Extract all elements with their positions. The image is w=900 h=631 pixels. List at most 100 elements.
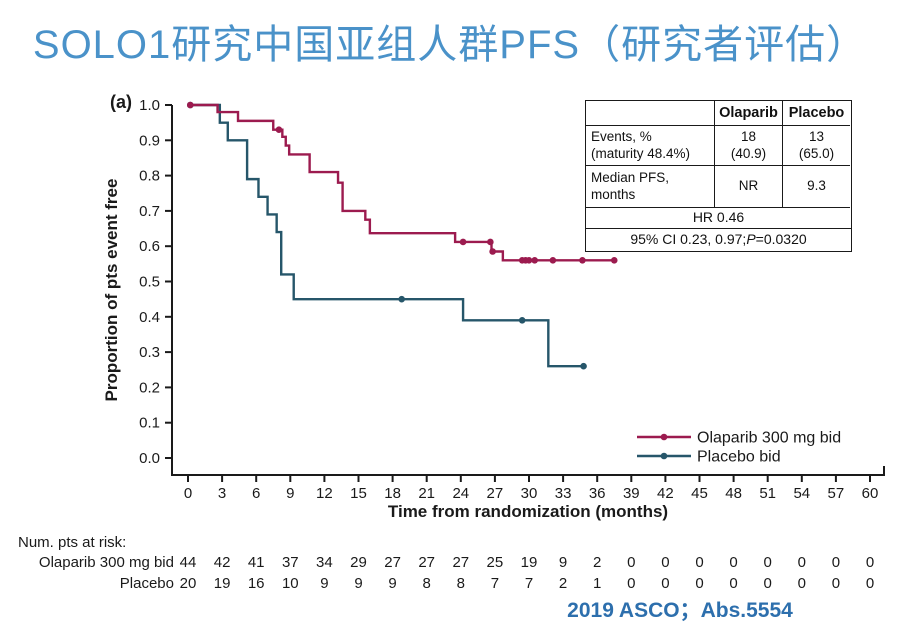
stats-hr-row: HR 0.46 bbox=[586, 208, 851, 229]
y-tick-label: 0.7 bbox=[139, 203, 160, 220]
y-tick-label: 0.4 bbox=[139, 309, 160, 326]
at-risk-value: 9 bbox=[320, 575, 328, 592]
at-risk-value: 0 bbox=[627, 554, 635, 571]
censor-mark bbox=[398, 295, 405, 303]
x-tick-label: 54 bbox=[793, 485, 810, 502]
stats-row-median-label: Median PFS, months bbox=[586, 166, 714, 208]
slide-title: SOLO1研究中国亚组人群PFS（研究者评估） bbox=[32, 23, 868, 67]
at-risk-value: 0 bbox=[695, 554, 703, 571]
stats-events-placebo: 13 (65.0) bbox=[782, 126, 850, 166]
censor-mark bbox=[525, 257, 533, 264]
at-risk-value: 0 bbox=[764, 575, 772, 592]
at-risk-value: 19 bbox=[521, 554, 538, 571]
x-tick-label: 45 bbox=[691, 485, 708, 502]
y-tick-label: 0.0 bbox=[139, 450, 160, 467]
stats-col-olaparib: Olaparib bbox=[714, 101, 782, 126]
x-tick-label: 24 bbox=[452, 485, 469, 502]
censor-mark bbox=[489, 248, 496, 255]
events-label-line2: (maturity 48.4%) bbox=[591, 145, 691, 161]
at-risk-value: 0 bbox=[798, 575, 806, 592]
x-tick-label: 18 bbox=[384, 485, 401, 502]
stats-ci-row: 95% CI 0.23, 0.97; P =0.0320 bbox=[586, 229, 851, 251]
y-tick-label: 0.8 bbox=[139, 168, 160, 185]
at-risk-value: 0 bbox=[729, 575, 737, 592]
at-risk-row-label: Placebo bbox=[120, 575, 174, 592]
at-risk-value: 25 bbox=[487, 554, 504, 571]
x-tick-label: 12 bbox=[316, 485, 333, 502]
at-risk-value: 0 bbox=[866, 575, 874, 592]
at-risk-value: 0 bbox=[661, 575, 669, 592]
legend-dot bbox=[660, 452, 668, 460]
x-tick-label: 30 bbox=[521, 485, 538, 502]
at-risk-value: 0 bbox=[695, 575, 703, 592]
censor-mark bbox=[518, 317, 526, 324]
at-risk-value: 1 bbox=[593, 575, 601, 592]
at-risk-value: 0 bbox=[832, 575, 840, 592]
y-tick-label: 0.1 bbox=[139, 415, 160, 432]
censor-mark bbox=[186, 101, 194, 109]
at-risk-value: 41 bbox=[248, 554, 265, 571]
ci-value: =0.0320 bbox=[755, 231, 807, 248]
x-tick-label: 51 bbox=[759, 485, 776, 502]
at-risk-value: 0 bbox=[832, 554, 840, 571]
y-tick-label: 0.5 bbox=[139, 274, 160, 291]
y-axis-label: Proportion of pts event free bbox=[102, 179, 121, 402]
x-tick-label: 27 bbox=[487, 485, 504, 502]
x-tick-label: 9 bbox=[286, 485, 294, 502]
events-label-line1: Events, % bbox=[591, 128, 652, 144]
at-risk-value: 10 bbox=[282, 575, 299, 592]
censor-mark bbox=[531, 257, 538, 264]
at-risk-value: 0 bbox=[764, 554, 772, 571]
at-risk-value: 0 bbox=[661, 554, 669, 571]
legend-item-label: Olaparib 300 mg bid bbox=[697, 430, 841, 447]
x-tick-label: 36 bbox=[589, 485, 606, 502]
axis-frame bbox=[171, 105, 885, 476]
censor-mark bbox=[610, 257, 618, 264]
censor-mark bbox=[580, 362, 587, 370]
at-risk-value: 0 bbox=[866, 554, 874, 571]
at-risk-value: 7 bbox=[491, 575, 499, 592]
x-tick-label: 33 bbox=[555, 485, 572, 502]
at-risk-value: 27 bbox=[452, 554, 469, 571]
ci-p-symbol: P bbox=[746, 231, 756, 248]
at-risk-value: 29 bbox=[350, 554, 367, 571]
y-tick-label: 0.2 bbox=[139, 379, 160, 396]
censor-mark bbox=[487, 238, 494, 246]
km-curve-olaparib-300-mg-bid bbox=[188, 103, 615, 262]
stats-table: Olaparib Placebo Events, % (maturity 48.… bbox=[585, 100, 852, 252]
x-axis-label: Time from randomization (months) bbox=[388, 502, 668, 521]
x-tick-label: 48 bbox=[725, 485, 742, 502]
at-risk-value: 0 bbox=[729, 554, 737, 571]
at-risk-value: 2 bbox=[559, 575, 567, 592]
y-tick-label: 0.6 bbox=[139, 238, 160, 255]
stats-table-grid: Olaparib Placebo Events, % (maturity 48.… bbox=[586, 101, 851, 208]
x-tick-label: 60 bbox=[862, 485, 879, 502]
panel-label: (a) bbox=[110, 92, 132, 112]
at-risk-value: 2 bbox=[593, 554, 601, 571]
x-tick-label: 21 bbox=[418, 485, 435, 502]
y-tick-label: 1.0 bbox=[139, 97, 160, 114]
at-risk-value: 34 bbox=[316, 554, 333, 571]
at-risk-value: 0 bbox=[627, 575, 635, 592]
km-curve-placebo-bid bbox=[188, 103, 584, 368]
x-tick-label: 39 bbox=[623, 485, 640, 502]
y-tick-label: 0.3 bbox=[139, 344, 160, 361]
x-tick-label: 0 bbox=[184, 485, 192, 502]
legend-item-label: Placebo bid bbox=[697, 449, 781, 466]
x-tick-label: 57 bbox=[828, 485, 845, 502]
stats-col-placebo: Placebo bbox=[782, 101, 850, 126]
at-risk-value: 8 bbox=[423, 575, 431, 592]
legend-dot bbox=[660, 433, 668, 441]
stats-median-placebo: 9.3 bbox=[782, 166, 850, 208]
censor-mark bbox=[275, 126, 283, 134]
at-risk-value: 9 bbox=[388, 575, 396, 592]
at-risk-value: 9 bbox=[559, 554, 567, 571]
stats-row-events-label: Events, % (maturity 48.4%) bbox=[586, 126, 714, 166]
censor-mark bbox=[579, 257, 586, 264]
source-citation: 2019 ASCO；Abs.5554 bbox=[567, 599, 793, 622]
ci-prefix: 95% CI 0.23, 0.97; bbox=[630, 231, 747, 248]
x-tick-label: 6 bbox=[252, 485, 260, 502]
at-risk-value: 37 bbox=[282, 554, 299, 571]
